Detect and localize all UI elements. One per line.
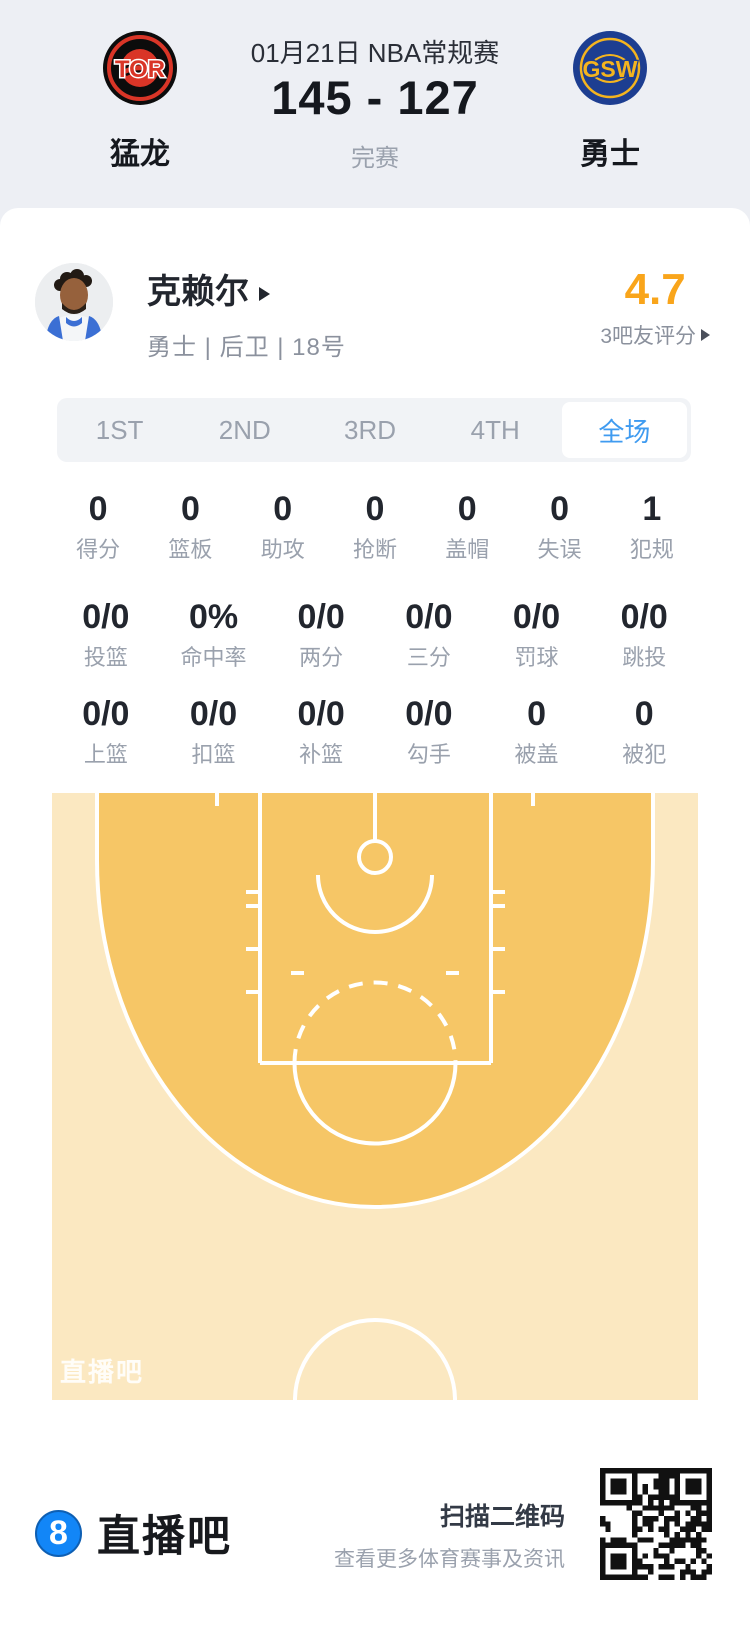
tab-2nd[interactable]: 2ND xyxy=(218,414,271,445)
player-rating-label: 3吧友评分 xyxy=(600,325,696,348)
away-team-name[interactable]: 勇士 xyxy=(580,138,640,171)
player-rating-value: 4.7 xyxy=(624,265,686,314)
zhibo8-logo-icon: 8 xyxy=(35,1509,82,1557)
player-avatar[interactable] xyxy=(35,263,113,341)
stat-fouls: 1 犯规 xyxy=(629,490,674,562)
player-info: 勇士 | 后卫 | 18号 xyxy=(147,334,346,361)
stat-hook: 0/0 勾手 xyxy=(405,695,453,767)
quarter-tabs: 1ST 2ND 3RD 4TH 全场 xyxy=(57,398,691,462)
stats-row-basic: 0 得分 0 篮板 0 助攻 0 抢断 0 盖帽 0 失误 1 犯规 xyxy=(52,490,698,564)
tab-full-game[interactable]: 全场 xyxy=(561,402,688,458)
rating-caret-icon xyxy=(701,329,710,341)
player-name: 克赖尔 xyxy=(147,273,249,311)
tab-1st[interactable]: 1ST xyxy=(95,414,144,445)
stat-fg: 0/0 投篮 xyxy=(82,598,130,670)
warriors-logo-icon[interactable]: GSW xyxy=(572,30,648,106)
stat-tipin: 0/0 补篮 xyxy=(297,695,345,767)
player-rating-block[interactable]: 4.7 3吧友评分 xyxy=(600,266,710,350)
footer-brand-name: 直播吧 xyxy=(97,1513,232,1561)
stat-dunk: 0/0 扣篮 xyxy=(189,695,238,767)
court-watermark: 直播吧 xyxy=(60,1357,145,1387)
stat-3pt: 0/0 三分 xyxy=(405,598,453,670)
stat-2pt: 0/0 两分 xyxy=(297,598,345,670)
stat-got-fouled: 0 被犯 xyxy=(622,695,667,767)
footer-brand: 8 直播吧 xyxy=(35,1502,232,1564)
qr-scan-subtitle: 查看更多体育赛事及资讯 xyxy=(334,1548,565,1571)
stat-ft: 0/0 罚球 xyxy=(512,598,561,670)
svg-text:TOR: TOR xyxy=(115,56,165,83)
player-detail-caret-icon xyxy=(259,286,270,301)
game-score: 145 - 127 xyxy=(271,71,479,124)
tab-4th[interactable]: 4TH xyxy=(470,414,520,445)
player-name-row[interactable]: 克赖尔 xyxy=(147,272,270,312)
svg-text:GSW: GSW xyxy=(583,56,638,82)
stats-row-shot-types: 0/0 上篮 0/0 扣篮 0/0 补篮 0/0 勾手 0 被盖 0 被犯 xyxy=(52,695,698,769)
tab-3rd[interactable]: 3RD xyxy=(344,414,397,445)
raptors-logo-icon[interactable]: TOR xyxy=(102,30,178,106)
footer-qr-texts: 扫描二维码 查看更多体育赛事及资讯 xyxy=(334,1497,565,1573)
stat-blocks: 0 盖帽 xyxy=(445,490,490,562)
stat-jumpshot: 0/0 跳投 xyxy=(620,598,668,670)
stats-row-shooting: 0/0 投篮 0% 命中率 0/0 两分 0/0 三分 0/0 罚球 0/0 跳投 xyxy=(52,598,698,672)
qr-code xyxy=(600,1468,712,1580)
shot-chart-court xyxy=(52,793,698,1401)
stat-turnovers: 0 失误 xyxy=(537,490,582,562)
stat-assists: 0 助攻 xyxy=(260,490,305,562)
stat-got-blocked: 0 被盖 xyxy=(514,695,559,767)
qr-scan-title: 扫描二维码 xyxy=(439,1503,565,1531)
game-status: 完赛 xyxy=(351,145,399,172)
stat-fg-pct: 0% 命中率 xyxy=(180,598,247,670)
stat-steals: 0 抢断 xyxy=(352,490,397,562)
home-team-name[interactable]: 猛龙 xyxy=(110,138,170,171)
stat-layup: 0/0 上篮 xyxy=(82,695,130,767)
game-date-title: 01月21日 NBA常规赛 xyxy=(250,38,500,68)
stat-rebounds: 0 篮板 xyxy=(168,490,213,562)
stat-points: 0 得分 xyxy=(76,490,121,562)
